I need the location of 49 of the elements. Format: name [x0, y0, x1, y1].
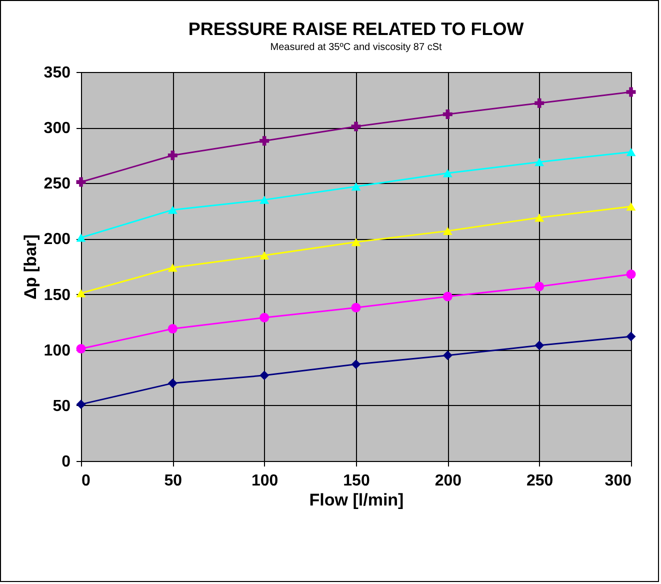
point: [534, 282, 544, 292]
point: [260, 370, 270, 380]
y-tick-label: 0: [62, 454, 71, 470]
point: [442, 109, 452, 119]
y-tick-label: 200: [44, 231, 71, 248]
point: [442, 350, 452, 360]
point: [351, 302, 361, 312]
point: [168, 264, 178, 272]
y-tick-label: 250: [44, 176, 71, 193]
y-axis-title: Δp [bar]: [20, 234, 40, 300]
point: [168, 324, 178, 334]
point: [534, 98, 544, 108]
x-tick-label: 150: [343, 472, 370, 490]
point: [442, 292, 452, 302]
x-tick-label: 0: [82, 472, 90, 490]
point: [442, 169, 452, 178]
y-tick-label: 50: [52, 398, 71, 415]
y-tick-label: 100: [44, 342, 71, 360]
point: [351, 182, 361, 191]
x-tick-label: 100: [251, 472, 278, 490]
point: [626, 148, 636, 156]
point: [626, 87, 636, 97]
point: [351, 360, 361, 370]
point: [260, 196, 270, 204]
chart-title: PRESSURE RAISE RELATED TO FLOW: [188, 19, 524, 39]
y-tick-label: 150: [44, 286, 71, 304]
point: [626, 270, 636, 280]
y-tick-label: 350: [44, 64, 71, 82]
point: [168, 378, 178, 388]
point: [351, 238, 361, 246]
point: [626, 202, 636, 211]
chart-subtitle: Measured at 35ºC and viscosity 87 cSt: [270, 42, 442, 53]
point: [442, 226, 452, 236]
x-tick-label: 300: [604, 472, 632, 490]
point: [168, 150, 178, 160]
x-axis-title: Flow [l/min]: [309, 490, 404, 510]
x-tick-label: 50: [164, 472, 182, 490]
point: [534, 158, 544, 166]
point: [260, 136, 270, 146]
y-tick-label: 300: [44, 120, 71, 138]
point: [351, 122, 361, 132]
point: [260, 312, 270, 322]
x-tick-label: 250: [526, 472, 554, 490]
point: [626, 332, 636, 342]
point: [534, 340, 544, 350]
x-tick-label: 200: [434, 472, 462, 490]
point: [534, 213, 544, 222]
point: [260, 251, 270, 260]
point: [168, 206, 178, 214]
